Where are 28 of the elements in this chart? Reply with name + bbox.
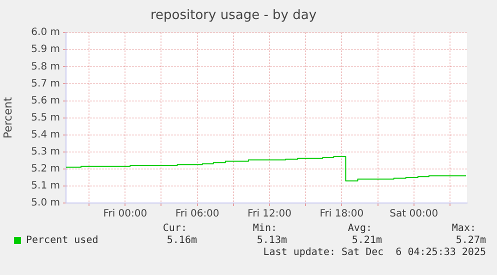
y-tick-label: 5.4 m bbox=[31, 129, 60, 140]
y-tick-label: 5.9 m bbox=[31, 44, 60, 56]
y-tick-label: 6.0 m bbox=[31, 27, 60, 38]
x-tick-label: Fri 06:00 bbox=[175, 208, 220, 220]
text: Cur: bbox=[162, 223, 187, 235]
text: Max: bbox=[452, 223, 476, 235]
y-tick-label: 5.7 m bbox=[31, 78, 60, 90]
y-tick-label: 5.5 m bbox=[31, 112, 60, 124]
y-tick-label: 5.2 m bbox=[31, 164, 60, 175]
x-tick-label: Fri 00:00 bbox=[103, 208, 148, 220]
x-tick-label: Fri 18:00 bbox=[320, 208, 364, 220]
y-tick-label: 5.3 m bbox=[31, 146, 60, 158]
text: Last update: Sat Dec 6 04:25:33 2025 bbox=[263, 247, 486, 259]
chart-title: repository usage - by day bbox=[150, 8, 317, 24]
legend-label: Percent used bbox=[26, 235, 98, 247]
text: Min: bbox=[252, 223, 277, 235]
y-tick-label: 5.8 m bbox=[31, 61, 60, 72]
text: 5.13m bbox=[256, 235, 287, 247]
x-tick-label: Fri 12:00 bbox=[248, 208, 292, 220]
text: Avg: bbox=[348, 223, 372, 235]
text: 5.21m bbox=[352, 235, 382, 247]
text: 5.16m bbox=[166, 235, 197, 247]
y-tick-label: 5.6 m bbox=[31, 95, 60, 106]
y-tick-label: 5.0 m bbox=[31, 198, 60, 209]
x-tick-label: Sat 00:00 bbox=[390, 208, 438, 220]
y-axis-title: Percent bbox=[1, 96, 14, 138]
text: 5.27m bbox=[456, 235, 486, 247]
y-tick-label: 5.1 m bbox=[31, 180, 60, 192]
